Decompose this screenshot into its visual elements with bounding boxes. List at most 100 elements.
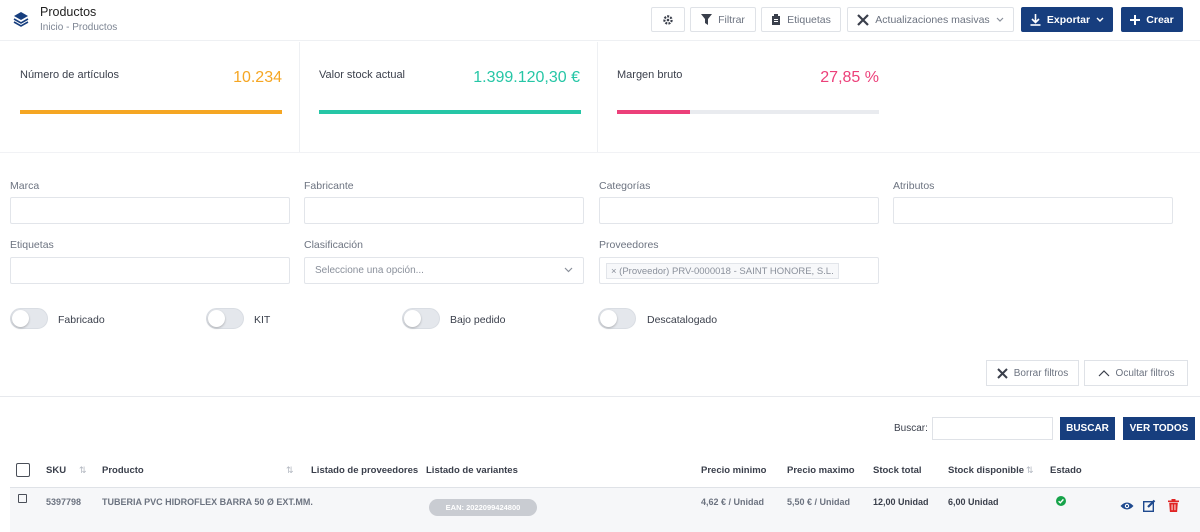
toggle-knob [600,310,617,327]
bajo-pedido-toggle[interactable] [402,308,440,329]
search-button[interactable]: BUSCAR [1060,417,1115,440]
hide-filters-button[interactable]: Ocultar filtros [1084,360,1188,386]
edit-icon[interactable] [1143,499,1156,512]
export-label: Exportar [1046,13,1091,26]
create-button[interactable]: Crear [1121,7,1183,32]
cell-max-price: 5,50 € / Unidad [787,497,851,507]
column-header-sku[interactable]: SKU [46,465,67,476]
select-all-checkbox[interactable] [16,463,30,477]
classification-select[interactable]: Seleccione una opción... [304,257,584,284]
cell-stock-total: 12,00 Unidad [873,497,929,507]
descatalogado-label: Descatalogado [647,314,718,326]
toggle-knob [404,310,421,327]
sort-icon[interactable]: ⇅ [1026,465,1034,475]
fabricado-toggle[interactable] [10,308,48,329]
bulk-updates-label: Actualizaciones masivas [875,13,990,26]
tag-icon [772,14,781,25]
manufacturer-input[interactable] [304,197,584,224]
chevron-down-icon [996,17,1004,22]
gear-icon [663,14,673,25]
create-label: Crear [1146,13,1174,26]
kpi-progress-bar [617,110,879,114]
column-header-variants: Listado de variantes [426,465,518,476]
labels-button-label: Etiquetas [787,13,831,26]
download-icon [1030,13,1041,26]
panel-divider [0,152,1200,153]
clear-filters-button[interactable]: Borrar filtros [986,360,1079,386]
table-row[interactable] [10,488,1200,532]
brand-input[interactable] [10,197,290,224]
column-header-stock-available[interactable]: Stock disponible [948,465,1025,476]
descatalogado-toggle[interactable] [598,308,636,329]
layers-icon [13,12,29,27]
column-header-product[interactable]: Producto [102,465,144,476]
check-circle-icon [1056,496,1066,506]
bulk-updates-dropdown[interactable]: Actualizaciones masivas [847,7,1014,32]
search-label: Buscar: [894,423,928,434]
suppliers-multiselect[interactable]: × (Proveedor) PRV-0000018 - SAINT HONORE… [599,257,879,284]
search-input[interactable] [932,417,1053,440]
section-divider [0,396,1200,397]
column-header-stock-total[interactable]: Stock total [873,465,922,476]
cell-product[interactable]: TUBERIA PVC HIDROFLEX BARRA 50 Ø EXT.MM. [102,497,313,507]
kpi-value: 10.234 [233,69,282,86]
sort-icon[interactable]: ⇅ [79,465,87,475]
hide-filters-label: Ocultar filtros [1115,367,1175,379]
chevron-up-icon [1098,370,1109,377]
kpi-card-margin: Margen bruto 27,85 % [597,42,897,152]
brand-label: Marca [10,180,40,192]
kpi-value: 1.399.120,30 € [473,69,580,86]
toggle-knob [208,310,225,327]
tools-icon [857,13,870,26]
manufacturer-label: Fabricante [304,180,354,192]
filter-button[interactable]: Filtrar [690,7,756,32]
page-title: Productos [40,5,97,19]
settings-button[interactable] [651,7,685,32]
clear-filters-label: Borrar filtros [1013,367,1069,379]
column-header-max-price[interactable]: Precio maximo [787,465,855,476]
kpi-label: Margen bruto [617,69,683,81]
kpi-label: Valor stock actual [319,69,406,81]
kpi-progress-bar [20,110,282,114]
cell-min-price: 4,62 € / Unidad [701,497,765,507]
view-all-button[interactable]: VER TODOS [1123,417,1195,440]
delete-trash-icon[interactable] [1168,499,1179,512]
attributes-label: Atributos [893,180,935,192]
kpi-progress-fill [319,110,581,114]
column-header-min-price[interactable]: Precio minimo [701,465,767,476]
supplier-tag[interactable]: × (Proveedor) PRV-0000018 - SAINT HONORE… [606,263,839,279]
kpi-card-articles: Número de artículos 10.234 [0,42,300,152]
labels-button[interactable]: Etiquetas [761,7,841,32]
breadcrumb: Inicio - Productos [40,22,118,33]
chevron-down-icon [1096,17,1104,22]
sort-icon[interactable]: ⇅ [286,465,294,475]
funnel-icon [701,14,713,25]
view-eye-icon[interactable] [1120,501,1134,511]
cell-stock-available: 6,00 Unidad [948,497,999,507]
plus-icon [1130,14,1141,25]
classification-placeholder: Seleccione una opción... [315,265,424,276]
column-header-status[interactable]: Estado [1050,465,1082,476]
tags-input[interactable] [10,257,290,284]
filter-button-label: Filtrar [718,13,745,26]
export-dropdown[interactable]: Exportar [1021,7,1113,32]
page-header: Productos Inicio - Productos Filtrar Eti… [0,0,1200,41]
kpi-label: Número de artículos [20,69,120,81]
kit-toggle[interactable] [206,308,244,329]
categories-label: Categorías [599,180,651,192]
toggle-knob [12,310,29,327]
column-header-suppliers: Listado de proveedores [311,465,419,476]
chevron-down-icon [564,267,573,273]
kpi-progress-bar [319,110,581,114]
close-icon [997,367,1008,379]
categories-input[interactable] [599,197,879,224]
attributes-input[interactable] [893,197,1173,224]
kpi-value: 27,85 % [820,69,879,86]
kpi-progress-fill [617,110,690,114]
tags-label: Etiquetas [10,239,54,251]
bajo-pedido-label: Bajo pedido [450,314,506,326]
fabricado-label: Fabricado [58,314,105,326]
classification-label: Clasificación [304,239,363,251]
row-checkbox[interactable] [18,494,27,503]
kit-label: KIT [254,314,271,326]
